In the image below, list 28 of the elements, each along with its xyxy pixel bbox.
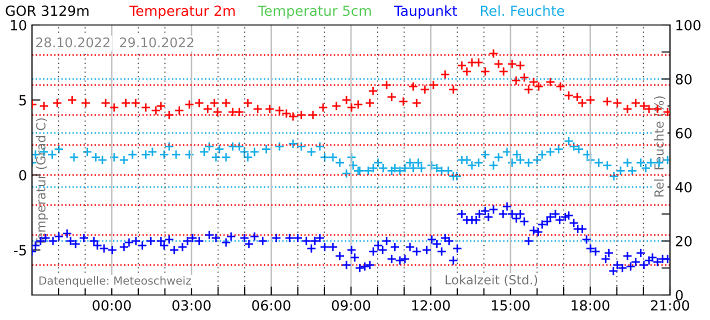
annotation: 28.10.2022 bbox=[36, 37, 110, 48]
y2-tick-label: 80 bbox=[676, 74, 692, 84]
y-tick-label: -5 bbox=[14, 245, 26, 256]
legend-label: Temperatur 5cm bbox=[258, 6, 371, 19]
x-tick-label: 12:00 bbox=[412, 300, 450, 311]
annotation: 29.10.2022 bbox=[120, 37, 194, 48]
y-tick-label: 10 bbox=[10, 20, 26, 30]
y-tick-label: 5 bbox=[19, 95, 26, 106]
y-tick-label: 0 bbox=[19, 170, 26, 180]
x-tick-label: 09:00 bbox=[332, 300, 370, 311]
x-tick-label: 00:00 bbox=[92, 300, 131, 311]
x-tick-label: 06:00 bbox=[252, 300, 290, 311]
y2-tick-label: 40 bbox=[676, 182, 692, 192]
y2-tick-label: 20 bbox=[676, 236, 692, 246]
text: Rel. Feuchte bbox=[480, 5, 564, 16]
y-axis-title: Temperatur (Grad C) bbox=[36, 118, 48, 246]
y2-tick-label: 100 bbox=[676, 20, 700, 30]
x-tick-label: 18:00 bbox=[572, 300, 610, 311]
y2-tick-label: 0 bbox=[676, 290, 683, 300]
x-tick-label: 21:00 bbox=[651, 300, 690, 311]
text: Taupunkt bbox=[394, 5, 458, 19]
chart-title: GOR 3129m bbox=[6, 6, 88, 16]
x-tick-label: 15:00 bbox=[492, 300, 530, 311]
text: Temperatur 2m bbox=[129, 6, 235, 19]
x-tick-label: 03:00 bbox=[172, 300, 211, 311]
annotation: Datenquelle: Meteoschweiz bbox=[39, 276, 191, 287]
x-axis-title: Lokalzeit (Std.) bbox=[446, 274, 538, 286]
y2-tick-label: 60 bbox=[676, 128, 692, 138]
